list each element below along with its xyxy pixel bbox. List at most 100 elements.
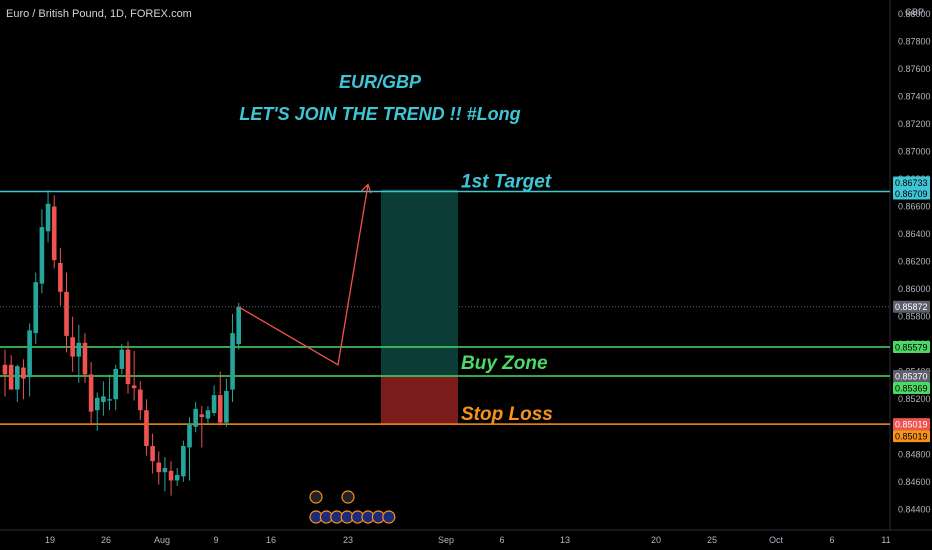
candle-body[interactable] <box>193 408 198 427</box>
candle-body[interactable] <box>168 470 174 481</box>
target-text: 1st Target <box>461 171 552 192</box>
x-tick-label: 9 <box>213 535 218 545</box>
candle-body[interactable] <box>76 342 82 357</box>
stop-price-tag: 0.85019 <box>895 420 928 430</box>
candle-body[interactable] <box>88 374 94 412</box>
candle-body[interactable] <box>51 206 57 261</box>
candle-body[interactable] <box>21 367 26 379</box>
x-tick-label: Aug <box>154 535 170 545</box>
x-tick-label: 11 <box>881 535 890 545</box>
last-price-tag: 0.85872 <box>895 302 928 312</box>
y-tick-label: 0.87200 <box>898 119 931 129</box>
x-tick-label: 16 <box>266 535 276 545</box>
candle-body[interactable] <box>39 227 45 284</box>
candle-body[interactable] <box>131 385 137 389</box>
y-tick-label: 0.86200 <box>898 257 931 267</box>
x-tick-label: 23 <box>343 535 353 545</box>
x-tick-label: 20 <box>651 535 661 545</box>
event-flag-icon[interactable] <box>341 490 355 504</box>
candle-body[interactable] <box>230 333 235 390</box>
candle-body[interactable] <box>162 468 168 473</box>
candle-body[interactable] <box>236 306 241 345</box>
candle-body[interactable] <box>64 291 69 336</box>
y-tick-label: 0.88000 <box>898 9 931 19</box>
y-tick-label: 0.86400 <box>898 229 931 239</box>
y-tick-label: 0.87800 <box>898 36 931 46</box>
x-tick-label: 6 <box>499 535 504 545</box>
candle-body[interactable] <box>187 424 192 448</box>
candle-body[interactable] <box>45 203 51 232</box>
candle-body[interactable] <box>113 368 118 400</box>
economic-event-icon[interactable] <box>382 510 396 524</box>
candle-body[interactable] <box>58 262 63 292</box>
stop-loss-text: Stop Loss <box>461 404 553 425</box>
y-tick-label: 0.87600 <box>898 64 931 74</box>
candle-body[interactable] <box>156 462 162 473</box>
candle-body[interactable] <box>70 337 75 357</box>
candle-body[interactable] <box>181 446 186 477</box>
stop-line-tag-bg <box>893 430 930 443</box>
candle-body[interactable] <box>144 410 149 447</box>
candle-body[interactable] <box>224 390 229 423</box>
candle-body[interactable] <box>119 349 125 369</box>
buy-lower-extra-tag: 0.85370 <box>895 371 928 381</box>
annotation-title-line1: EUR/GBP <box>338 72 421 92</box>
x-tick-label: Oct <box>769 535 784 545</box>
candle-body[interactable] <box>101 396 106 402</box>
y-tick-label: 0.86600 <box>898 201 931 211</box>
buy-lower-tag: 0.85369 <box>895 383 928 393</box>
x-tick-label: 19 <box>45 535 55 545</box>
y-tick-label: 0.87000 <box>898 146 931 156</box>
candle-body[interactable] <box>27 330 32 378</box>
candle-body[interactable] <box>8 364 14 390</box>
last-price-tag-bg <box>893 300 930 313</box>
candle-body[interactable] <box>199 414 205 418</box>
x-tick-label: 13 <box>560 535 570 545</box>
symbol-info: Euro / British Pound, 1D, FOREX.com <box>6 8 192 20</box>
candle-body[interactable] <box>94 397 100 411</box>
x-tick-label: 26 <box>101 535 111 545</box>
candle-body[interactable] <box>82 342 88 375</box>
y-tick-label: 0.84600 <box>898 477 931 487</box>
candle-body[interactable] <box>211 395 217 413</box>
y-tick-label: 0.86000 <box>898 284 931 294</box>
x-tick-label: 6 <box>829 535 834 545</box>
target-line-tag-bg <box>893 187 930 200</box>
candle-body[interactable] <box>33 282 39 334</box>
stop-line-tag: 0.85019 <box>895 432 928 442</box>
y-tick-label: 0.85200 <box>898 394 931 404</box>
buy-upper-tag: 0.85579 <box>895 343 928 353</box>
candle-body[interactable] <box>2 364 8 375</box>
y-tick-label: 0.84400 <box>898 504 931 514</box>
candle-body[interactable] <box>125 349 131 385</box>
y-tick-label: 0.87400 <box>898 91 931 101</box>
candle-body[interactable] <box>205 410 211 419</box>
target-price-tag-bg <box>893 176 930 189</box>
event-flag-icon[interactable] <box>309 490 323 504</box>
buy-lower-extra-tag-bg <box>893 369 930 382</box>
buy-upper-tag-bg <box>893 341 930 354</box>
target-price-tag: 0.86733 <box>895 178 928 188</box>
buy-lower-tag-bg <box>893 381 930 394</box>
projection-arrow[interactable] <box>238 184 369 366</box>
y-tick-label: 0.85800 <box>898 312 931 322</box>
annotation-title-line2: LET'S JOIN THE TREND !! #Long <box>239 104 521 124</box>
x-tick-label: Sep <box>438 535 454 545</box>
projection-arrowhead <box>360 183 372 194</box>
x-tick-label: 25 <box>707 535 717 545</box>
candle-body[interactable] <box>107 399 112 401</box>
target-line-tag: 0.86709 <box>895 189 928 199</box>
buy-zone-text: Buy Zone <box>461 353 548 374</box>
candle-body[interactable] <box>217 395 223 423</box>
candle-body[interactable] <box>138 389 143 411</box>
stop-zone-box[interactable] <box>381 375 458 425</box>
target-zone-box[interactable] <box>381 189 458 376</box>
candle-body[interactable] <box>15 366 20 390</box>
currency-label: GBP <box>905 7 924 17</box>
candle-body[interactable] <box>150 446 155 462</box>
stop-price-tag-bg <box>893 418 930 431</box>
candle-body[interactable] <box>174 474 180 481</box>
y-tick-label: 0.84800 <box>898 449 931 459</box>
